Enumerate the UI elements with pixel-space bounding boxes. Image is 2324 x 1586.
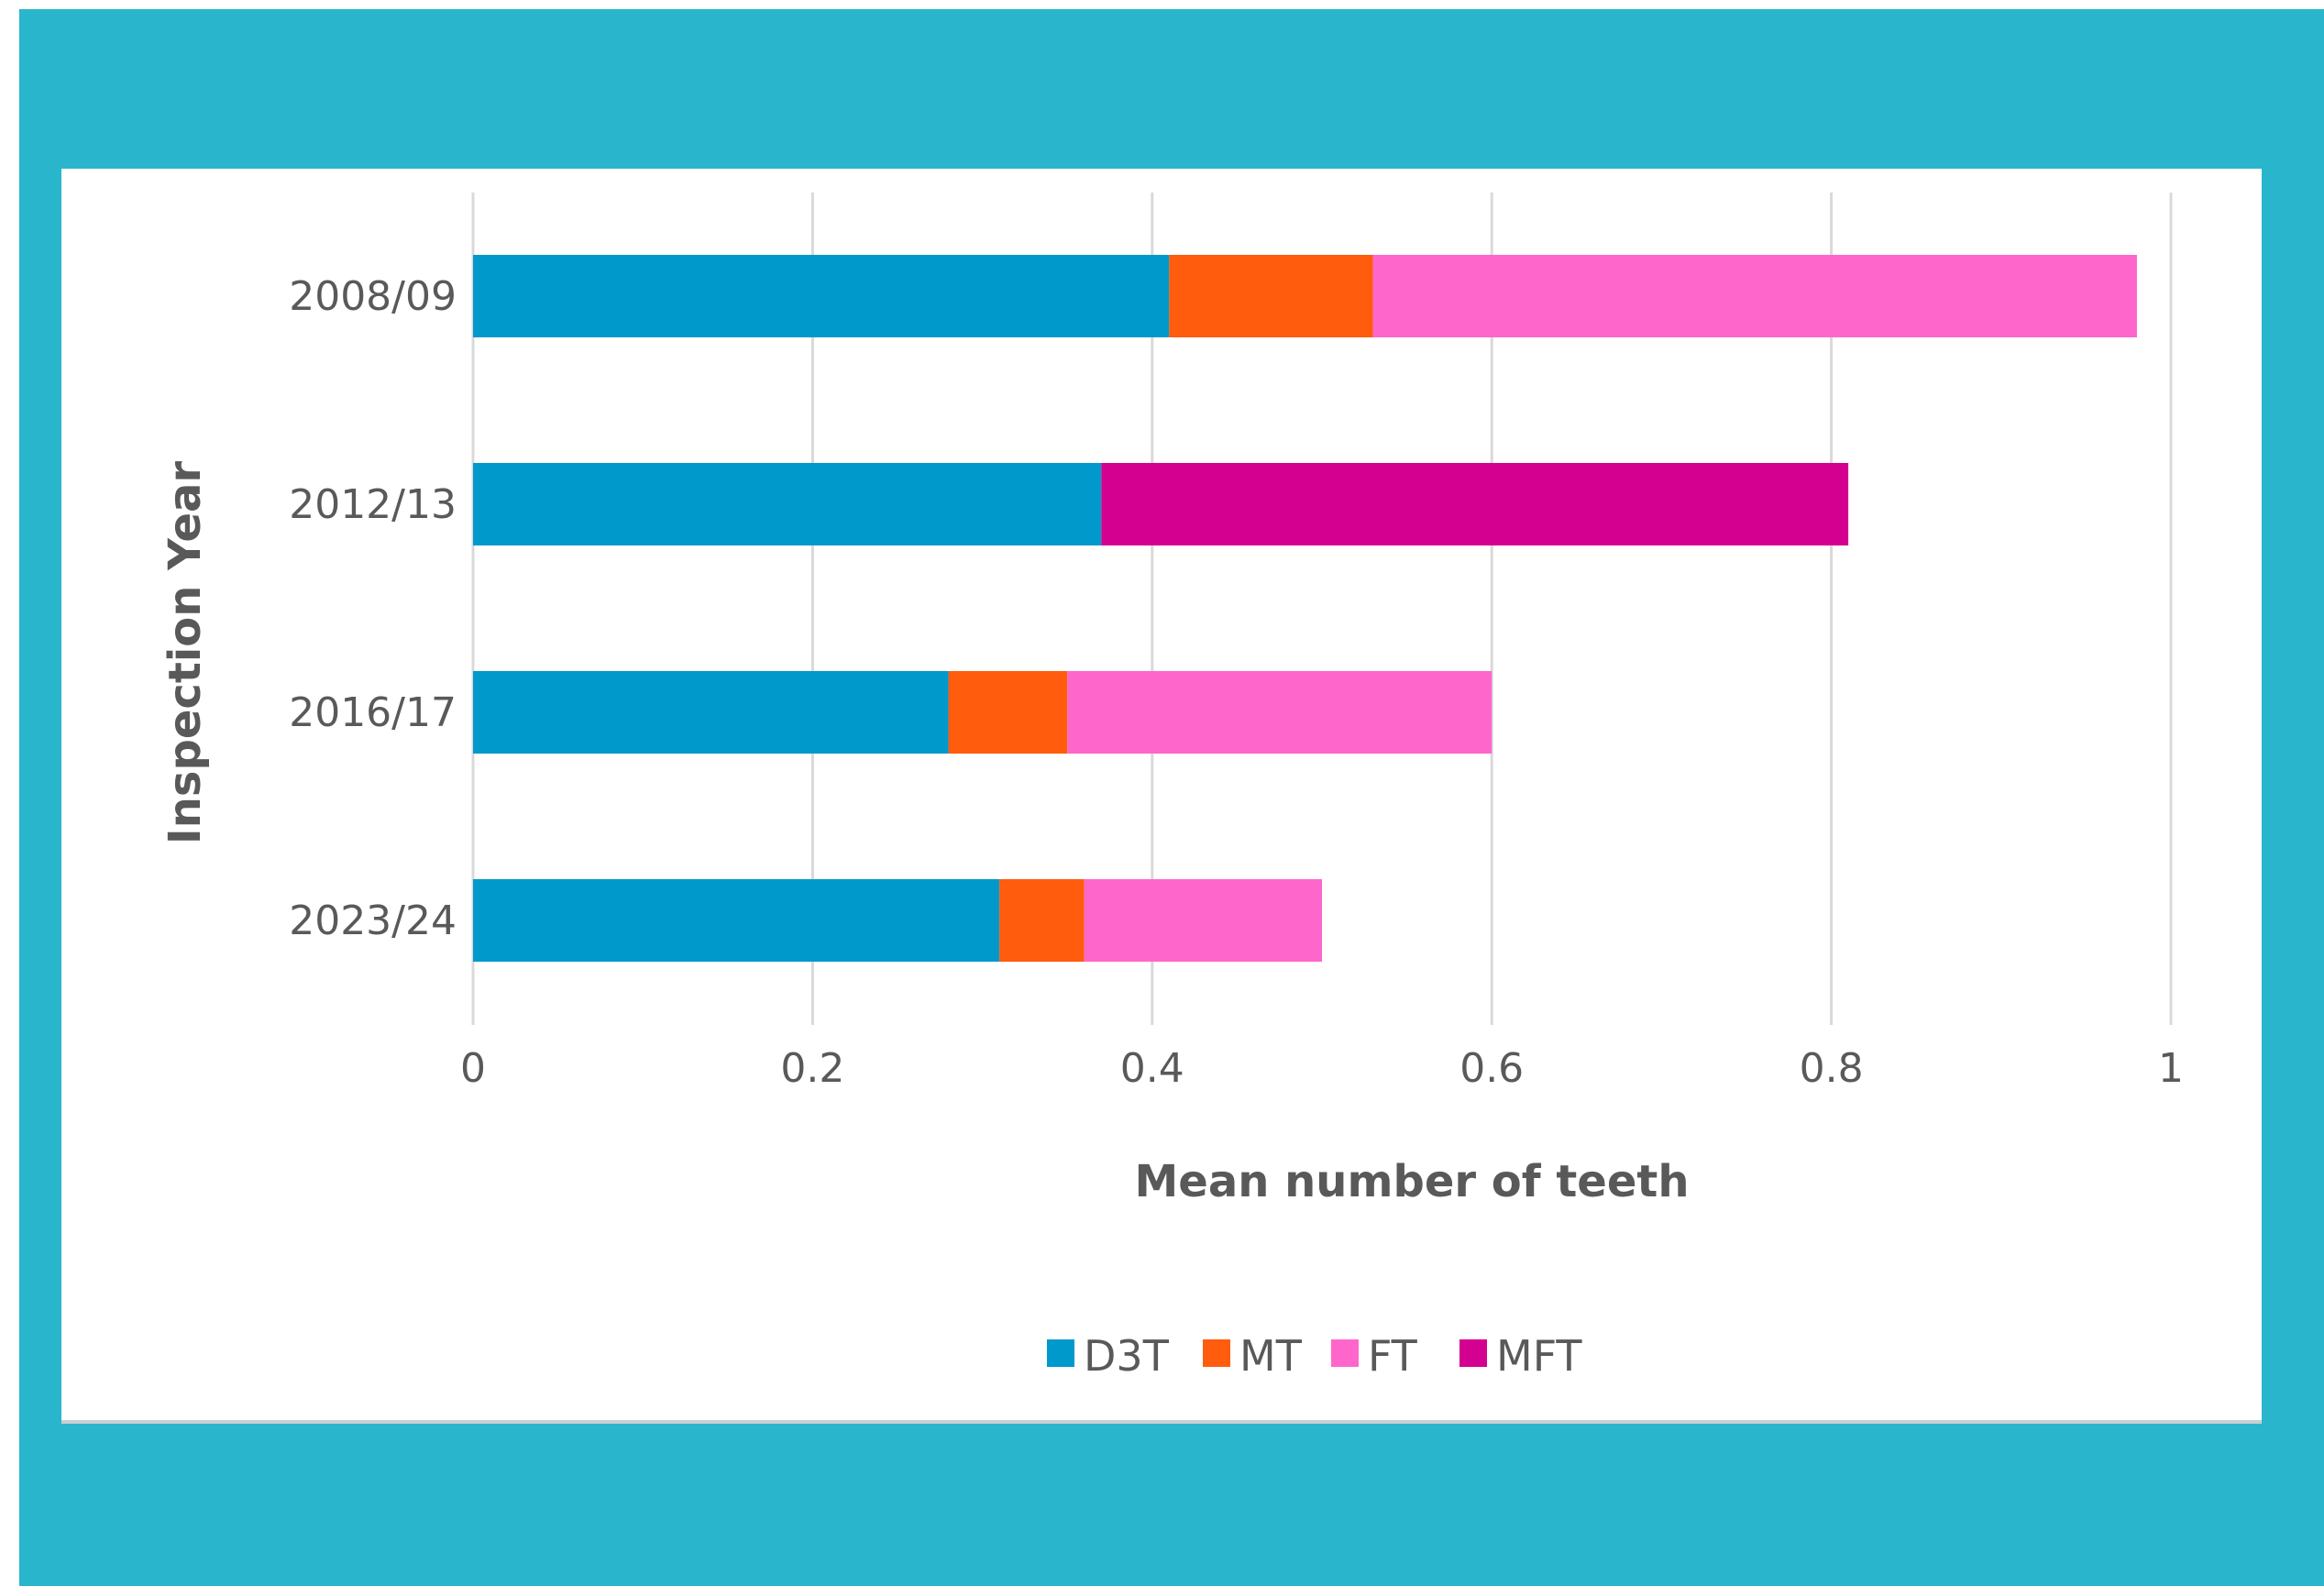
bar-mft-1 bbox=[1101, 463, 1849, 545]
y-tick-labels: 2008/09 2012/13 2016/17 2023/24 bbox=[289, 273, 457, 944]
legend-swatch-ft bbox=[1331, 1339, 1359, 1367]
y-tick-label: 2008/09 bbox=[289, 273, 457, 320]
x-tick-label: 0.6 bbox=[1459, 1045, 1524, 1092]
bar-ft-2 bbox=[1067, 671, 1492, 754]
bars bbox=[473, 255, 2137, 962]
y-tick-label: 2012/13 bbox=[289, 481, 457, 528]
bar-d3t-3 bbox=[473, 879, 1000, 962]
bar-mt-0 bbox=[1169, 255, 1373, 337]
legend-swatch-mt bbox=[1203, 1339, 1230, 1367]
y-tick-label: 2016/17 bbox=[289, 689, 457, 736]
x-tick-label: 0 bbox=[460, 1045, 486, 1092]
x-tick-labels: 0 0.2 0.4 0.6 0.8 1 bbox=[460, 1045, 2184, 1092]
chart-panel bbox=[61, 169, 2262, 1424]
bar-d3t-2 bbox=[473, 671, 949, 754]
bar-mt-3 bbox=[999, 879, 1085, 962]
bar-d3t-0 bbox=[473, 255, 1170, 337]
x-tick-label: 0.4 bbox=[1120, 1045, 1184, 1092]
legend-swatch-mft bbox=[1459, 1339, 1487, 1367]
bar-mt-2 bbox=[948, 671, 1068, 754]
x-tick-label: 1 bbox=[2158, 1045, 2184, 1092]
y-tick-label: 2023/24 bbox=[289, 898, 457, 944]
bar-ft-0 bbox=[1372, 255, 2137, 337]
legend-swatch-d3t bbox=[1047, 1339, 1074, 1367]
x-tick-label: 0.8 bbox=[1800, 1045, 1864, 1092]
x-tick-label: 0.2 bbox=[780, 1045, 844, 1092]
legend-label-mft: MFT bbox=[1496, 1331, 1582, 1381]
legend: D3T MT FT MFT bbox=[1047, 1331, 1582, 1381]
bar-d3t-1 bbox=[473, 463, 1102, 545]
legend-label-d3t: D3T bbox=[1084, 1331, 1170, 1381]
legend-label-ft: FT bbox=[1368, 1331, 1418, 1381]
x-axis-title: Mean number of teeth bbox=[1135, 1156, 1690, 1207]
legend-label-mt: MT bbox=[1239, 1331, 1303, 1381]
bar-ft-3 bbox=[1084, 879, 1322, 962]
y-axis-title: Inspection Year bbox=[160, 461, 211, 845]
